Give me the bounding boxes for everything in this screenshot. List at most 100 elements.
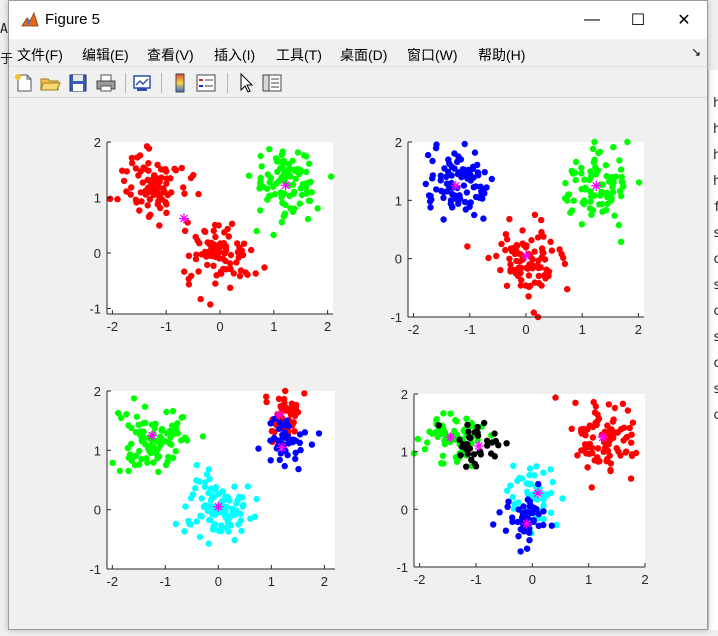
data-point — [291, 428, 298, 435]
y-tick-label: 2 — [94, 135, 101, 150]
data-point — [163, 175, 170, 182]
property-inspector-icon[interactable] — [261, 72, 283, 94]
menu-desktop[interactable]: 桌面(D) — [340, 47, 388, 63]
data-point — [528, 237, 535, 244]
data-point — [455, 200, 462, 207]
insert-legend-icon[interactable] — [195, 72, 217, 94]
data-point — [144, 202, 151, 209]
data-point — [548, 247, 556, 254]
data-point — [277, 164, 284, 172]
dock-figure-icon[interactable]: ↘ — [690, 45, 701, 59]
data-point — [301, 390, 308, 397]
data-point — [433, 141, 440, 148]
data-point — [205, 540, 212, 547]
menu-view[interactable]: 查看(V) — [147, 47, 194, 63]
data-point — [139, 179, 146, 186]
menu-tools[interactable]: 工具(T) — [276, 47, 322, 63]
data-point — [548, 522, 555, 529]
data-point — [440, 188, 447, 196]
data-point — [511, 250, 519, 258]
data-point — [174, 420, 181, 427]
data-point — [600, 448, 607, 455]
centroid-marker — [213, 501, 224, 512]
maximize-icon: ☐ — [630, 12, 646, 29]
data-point — [227, 284, 234, 291]
subplot-3: -2 -1 0 1 2 -1 0 1 2 — [89, 384, 335, 589]
data-point — [290, 190, 297, 197]
data-point — [424, 151, 432, 159]
menu-file[interactable]: 文件(F) — [17, 47, 63, 63]
y-tick-label: 0 — [395, 252, 402, 267]
data-point — [235, 521, 242, 528]
menu-window[interactable]: 窗口(W) — [407, 47, 458, 63]
data-point — [440, 216, 447, 223]
data-point — [538, 282, 545, 289]
data-point — [157, 190, 164, 197]
data-point — [483, 184, 490, 191]
data-point — [615, 221, 623, 229]
data-point — [587, 188, 594, 195]
insert-colorbar-icon[interactable] — [169, 72, 191, 94]
data-point — [308, 189, 315, 196]
minimize-button[interactable]: — — [569, 1, 615, 39]
data-point — [225, 233, 232, 240]
subplot-grid: -2 -1 0 1 2 -1 0 1 2 -2 -1 0 1 2 -1 0 1 2 -2 -1 0 1 2 -1 0 1 2 -2 -1… — [89, 135, 648, 589]
print-icon[interactable] — [95, 72, 117, 94]
title-bar[interactable]: Figure 5 — ☐ ✕ — [9, 1, 707, 39]
open-file-icon[interactable] — [39, 72, 61, 94]
data-point — [462, 198, 469, 206]
data-point — [210, 262, 217, 269]
data-point — [481, 190, 488, 197]
data-point — [433, 417, 440, 424]
data-point — [185, 252, 193, 259]
data-point — [520, 503, 527, 510]
data-point — [624, 407, 632, 414]
data-point — [147, 449, 154, 457]
save-icon[interactable] — [67, 72, 89, 94]
data-point — [162, 461, 170, 469]
maximize-button[interactable]: ☐ — [615, 1, 661, 39]
data-point — [592, 403, 599, 410]
x-tick-label: 1 — [579, 322, 586, 337]
edit-plot-icon[interactable] — [235, 72, 257, 94]
data-point — [285, 422, 292, 430]
close-button[interactable]: ✕ — [661, 1, 707, 39]
centroid-marker — [521, 518, 532, 529]
data-point — [130, 395, 138, 402]
link-plot-icon[interactable] — [131, 72, 153, 94]
data-point — [567, 209, 574, 216]
data-point — [218, 522, 225, 529]
data-point — [588, 484, 595, 491]
data-point — [595, 415, 603, 422]
data-point — [623, 434, 630, 441]
menu-insert[interactable]: 插入(I) — [214, 47, 256, 63]
menu-help[interactable]: 帮助(H) — [478, 47, 526, 63]
data-point — [429, 157, 436, 165]
data-point — [452, 416, 459, 424]
data-point — [156, 222, 163, 229]
data-point — [258, 163, 265, 170]
data-point — [591, 156, 598, 163]
data-point — [526, 471, 533, 479]
data-point — [517, 282, 524, 289]
data-point — [150, 459, 157, 466]
data-point — [281, 395, 288, 403]
data-point — [281, 210, 289, 217]
data-point — [523, 508, 530, 516]
data-point — [255, 445, 262, 452]
x-tick-label: 0 — [216, 319, 223, 334]
data-point — [271, 428, 278, 436]
data-point — [154, 201, 161, 208]
data-point — [151, 425, 158, 432]
data-point — [509, 514, 516, 521]
data-point — [296, 166, 303, 173]
menu-edit[interactable]: 编辑(E) — [82, 47, 129, 63]
data-point — [296, 431, 304, 438]
figure-canvas[interactable]: -2 -1 0 1 2 -1 0 1 2 -2 -1 0 1 2 -1 0 1 2 -2 -1 0 1 2 -1 0 1 2 -2 -1… — [10, 99, 707, 629]
new-figure-icon[interactable] — [13, 72, 35, 94]
data-point — [276, 456, 283, 464]
data-point — [252, 270, 259, 277]
data-point — [421, 446, 429, 453]
data-point — [540, 249, 547, 256]
data-point — [114, 196, 121, 203]
